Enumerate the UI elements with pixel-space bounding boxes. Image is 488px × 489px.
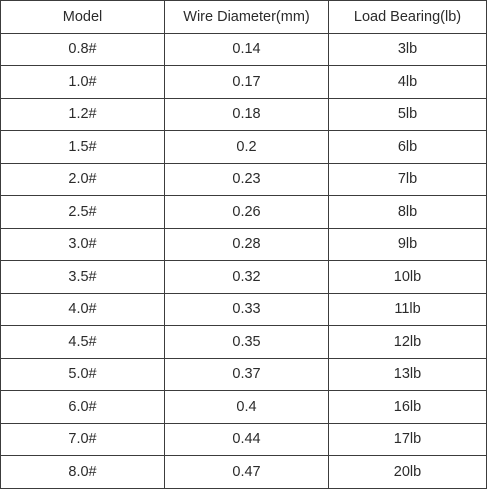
table-row: 3.5# 0.32 10lb bbox=[1, 261, 487, 294]
table-row: 7.0# 0.44 17lb bbox=[1, 423, 487, 456]
model-cell: 8.0# bbox=[1, 456, 165, 489]
table-row: 5.0# 0.37 13lb bbox=[1, 358, 487, 391]
load-bearing-cell: 9lb bbox=[329, 228, 487, 261]
table-row: 8.0# 0.47 20lb bbox=[1, 456, 487, 489]
wire-diameter-cell: 0.23 bbox=[165, 163, 329, 196]
wire-diameter-cell: 0.28 bbox=[165, 228, 329, 261]
load-bearing-cell: 20lb bbox=[329, 456, 487, 489]
header-model: Model bbox=[1, 1, 165, 34]
model-cell: 2.0# bbox=[1, 163, 165, 196]
header-load-bearing: Load Bearing(lb) bbox=[329, 1, 487, 34]
load-bearing-cell: 11lb bbox=[329, 293, 487, 326]
model-cell: 3.0# bbox=[1, 228, 165, 261]
model-cell: 0.8# bbox=[1, 33, 165, 66]
table-row: 1.0# 0.17 4lb bbox=[1, 66, 487, 99]
table-row: 4.5# 0.35 12lb bbox=[1, 326, 487, 359]
table-row: 2.0# 0.23 7lb bbox=[1, 163, 487, 196]
model-cell: 1.5# bbox=[1, 131, 165, 164]
load-bearing-cell: 6lb bbox=[329, 131, 487, 164]
model-cell: 5.0# bbox=[1, 358, 165, 391]
model-cell: 2.5# bbox=[1, 196, 165, 229]
table-row: 6.0# 0.4 16lb bbox=[1, 391, 487, 424]
model-cell: 4.5# bbox=[1, 326, 165, 359]
model-cell: 1.2# bbox=[1, 98, 165, 131]
wire-diameter-cell: 0.2 bbox=[165, 131, 329, 164]
wire-diameter-cell: 0.35 bbox=[165, 326, 329, 359]
table-row: 2.5# 0.26 8lb bbox=[1, 196, 487, 229]
model-cell: 4.0# bbox=[1, 293, 165, 326]
load-bearing-cell: 3lb bbox=[329, 33, 487, 66]
load-bearing-cell: 8lb bbox=[329, 196, 487, 229]
load-bearing-cell: 12lb bbox=[329, 326, 487, 359]
wire-diameter-cell: 0.47 bbox=[165, 456, 329, 489]
model-cell: 6.0# bbox=[1, 391, 165, 424]
table-row: 4.0# 0.33 11lb bbox=[1, 293, 487, 326]
load-bearing-cell: 4lb bbox=[329, 66, 487, 99]
load-bearing-cell: 17lb bbox=[329, 423, 487, 456]
load-bearing-cell: 10lb bbox=[329, 261, 487, 294]
wire-diameter-cell: 0.32 bbox=[165, 261, 329, 294]
wire-diameter-cell: 0.33 bbox=[165, 293, 329, 326]
table-row: 1.5# 0.2 6lb bbox=[1, 131, 487, 164]
table-row: 3.0# 0.28 9lb bbox=[1, 228, 487, 261]
header-row: Model Wire Diameter(mm) Load Bearing(lb) bbox=[1, 1, 487, 34]
wire-diameter-cell: 0.26 bbox=[165, 196, 329, 229]
wire-diameter-cell: 0.18 bbox=[165, 98, 329, 131]
table-header: Model Wire Diameter(mm) Load Bearing(lb) bbox=[1, 1, 487, 34]
model-cell: 3.5# bbox=[1, 261, 165, 294]
wire-diameter-cell: 0.37 bbox=[165, 358, 329, 391]
load-bearing-cell: 5lb bbox=[329, 98, 487, 131]
model-cell: 7.0# bbox=[1, 423, 165, 456]
table-row: 0.8# 0.14 3lb bbox=[1, 33, 487, 66]
load-bearing-cell: 13lb bbox=[329, 358, 487, 391]
table-row: 1.2# 0.18 5lb bbox=[1, 98, 487, 131]
wire-diameter-cell: 0.17 bbox=[165, 66, 329, 99]
load-bearing-cell: 16lb bbox=[329, 391, 487, 424]
wire-diameter-cell: 0.4 bbox=[165, 391, 329, 424]
wire-diameter-cell: 0.44 bbox=[165, 423, 329, 456]
load-bearing-cell: 7lb bbox=[329, 163, 487, 196]
model-cell: 1.0# bbox=[1, 66, 165, 99]
table-body: 0.8# 0.14 3lb 1.0# 0.17 4lb 1.2# 0.18 5lb 1.5# 0.2… bbox=[1, 33, 487, 488]
wire-diameter-cell: 0.14 bbox=[165, 33, 329, 66]
header-wire-diameter: Wire Diameter(mm) bbox=[165, 1, 329, 34]
